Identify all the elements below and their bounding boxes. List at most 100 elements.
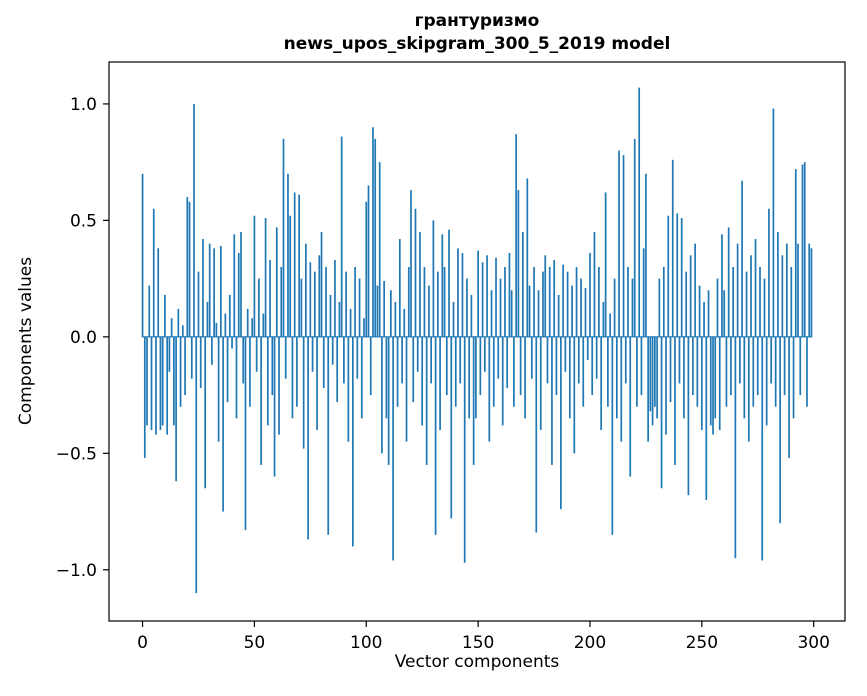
- bar: [235, 336, 238, 419]
- bar: [327, 336, 330, 535]
- bar: [329, 294, 332, 337]
- bar: [271, 336, 274, 396]
- y-axis-label: Components values: [16, 256, 36, 426]
- bar: [654, 336, 656, 407]
- zero-baseline: [141, 336, 813, 338]
- bar: [237, 252, 240, 337]
- bar: [143, 336, 146, 458]
- bar: [266, 336, 269, 426]
- bar: [477, 250, 479, 337]
- bar: [678, 336, 681, 384]
- bar: [298, 194, 300, 337]
- bar: [615, 336, 618, 419]
- bar: [437, 271, 439, 337]
- bar: [383, 280, 386, 337]
- bar: [291, 336, 294, 419]
- bar: [152, 208, 155, 337]
- y-tick-label: −0.5: [56, 444, 97, 464]
- bar: [683, 336, 685, 419]
- bar: [577, 336, 580, 384]
- bar: [759, 266, 761, 337]
- y-tick-label: 0.5: [70, 211, 97, 231]
- bar: [376, 285, 379, 337]
- bar: [492, 336, 495, 407]
- bar: [459, 336, 462, 384]
- bar: [249, 336, 251, 407]
- bar: [343, 336, 345, 384]
- bar: [161, 336, 164, 426]
- bar: [750, 255, 752, 337]
- bar: [443, 266, 446, 337]
- bar: [687, 336, 690, 496]
- bar: [618, 150, 620, 337]
- bar: [150, 336, 153, 431]
- bar: [338, 301, 341, 337]
- bar: [208, 243, 211, 337]
- bar: [633, 138, 636, 337]
- bar: [497, 336, 500, 379]
- bar: [454, 336, 457, 407]
- bar: [155, 336, 157, 435]
- bar: [428, 285, 430, 337]
- bar: [441, 234, 444, 337]
- bar: [204, 336, 207, 489]
- bar: [398, 239, 401, 337]
- bar: [747, 336, 750, 442]
- bar: [195, 336, 198, 594]
- bar: [506, 336, 509, 389]
- bar: [727, 227, 730, 337]
- x-tick-label: 0: [137, 633, 148, 653]
- bar: [349, 308, 352, 337]
- bar: [770, 336, 773, 384]
- bar: [499, 278, 502, 337]
- bar: [732, 266, 734, 337]
- bar: [548, 266, 551, 337]
- bar: [794, 169, 797, 337]
- bar: [533, 266, 535, 337]
- bar: [622, 155, 625, 337]
- bar: [434, 336, 437, 535]
- bar: [396, 336, 399, 407]
- bar: [495, 257, 497, 337]
- bar: [403, 308, 406, 337]
- bar: [510, 290, 513, 337]
- bar: [768, 208, 770, 337]
- bar: [752, 336, 755, 407]
- bar: [542, 271, 544, 337]
- bar: [647, 336, 649, 442]
- bar: [662, 266, 665, 337]
- bar: [680, 218, 683, 337]
- bar: [604, 192, 607, 337]
- bar: [526, 178, 529, 337]
- bar: [519, 336, 522, 396]
- bar: [602, 301, 605, 337]
- bar: [562, 264, 564, 337]
- bar: [412, 336, 415, 403]
- bar: [522, 232, 524, 337]
- bar: [651, 336, 654, 426]
- bar: [419, 232, 421, 337]
- bar: [566, 271, 569, 337]
- bar: [560, 336, 562, 510]
- bar: [410, 190, 412, 337]
- bar: [640, 336, 643, 396]
- bar: [322, 336, 325, 389]
- bar: [264, 218, 267, 337]
- bar: [372, 127, 374, 337]
- bar: [629, 336, 632, 477]
- bar: [674, 336, 676, 465]
- bar: [598, 266, 600, 337]
- bar: [202, 239, 204, 337]
- bar: [307, 336, 309, 540]
- bar: [539, 336, 542, 431]
- bar: [148, 285, 151, 337]
- bar: [340, 136, 343, 337]
- bar: [779, 336, 781, 524]
- bar: [407, 266, 410, 337]
- bar: [224, 313, 227, 337]
- bar: [676, 213, 679, 337]
- bar: [774, 336, 777, 407]
- bar: [405, 336, 408, 442]
- bar: [193, 103, 195, 337]
- bar: [571, 285, 573, 337]
